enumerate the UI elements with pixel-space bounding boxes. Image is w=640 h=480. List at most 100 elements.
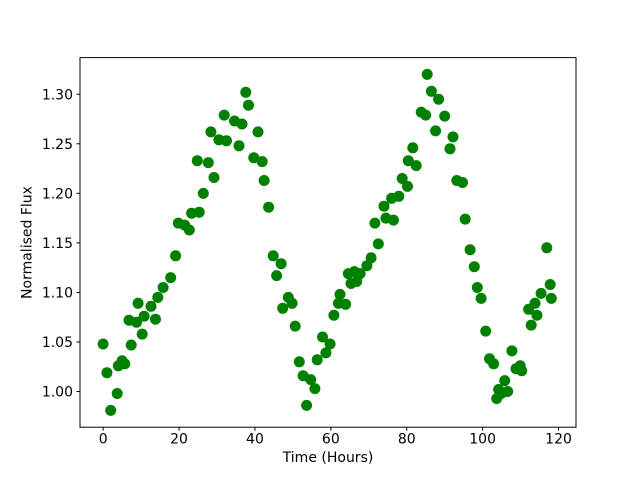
data-point xyxy=(320,347,332,359)
y-tick-label: 1.30 xyxy=(42,87,73,103)
data-point xyxy=(459,213,471,225)
data-point xyxy=(233,140,245,152)
data-point xyxy=(447,131,459,143)
data-point xyxy=(132,297,144,309)
data-point xyxy=(252,126,264,138)
data-point xyxy=(111,388,123,399)
data-point xyxy=(236,118,248,130)
data-point xyxy=(193,206,205,218)
data-point xyxy=(138,310,150,322)
data-point xyxy=(475,292,487,304)
data-point xyxy=(317,331,328,343)
data-point xyxy=(354,268,366,280)
y-tick-label: 1.05 xyxy=(42,335,73,351)
data-point xyxy=(267,250,279,262)
data-point xyxy=(165,272,177,284)
data-point xyxy=(150,313,161,325)
y-tick-label: 1.20 xyxy=(42,186,73,202)
data-point xyxy=(499,375,511,387)
data-point xyxy=(218,109,230,121)
data-point xyxy=(439,110,451,122)
data-point xyxy=(105,404,117,416)
data-point xyxy=(393,190,405,202)
data-point xyxy=(457,177,468,188)
data-point xyxy=(208,172,220,183)
data-point xyxy=(402,180,413,192)
data-point xyxy=(388,214,399,226)
data-point xyxy=(191,155,203,167)
data-point xyxy=(248,152,260,164)
data-point xyxy=(480,325,492,337)
data-point xyxy=(545,292,557,304)
data-point xyxy=(183,224,195,236)
axes-frame xyxy=(79,57,577,428)
data-point xyxy=(525,319,537,331)
y-tick-label: 1.00 xyxy=(42,385,73,401)
data-point xyxy=(197,187,209,199)
data-point xyxy=(205,126,217,138)
data-point xyxy=(340,298,352,310)
data-point xyxy=(378,200,390,212)
data-point xyxy=(407,142,419,154)
data-point xyxy=(324,338,336,350)
x-tick-label: 80 xyxy=(398,432,416,448)
data-point xyxy=(301,399,313,411)
data-point xyxy=(502,386,514,397)
data-point xyxy=(152,291,164,303)
data-point xyxy=(311,354,323,366)
data-point xyxy=(289,320,301,332)
data-point xyxy=(444,143,456,155)
data-point xyxy=(136,328,148,340)
data-point xyxy=(119,358,131,370)
data-point xyxy=(202,157,214,169)
data-point xyxy=(101,367,113,379)
x-tick-label: 100 xyxy=(469,432,496,448)
data-point xyxy=(410,160,422,172)
data-point xyxy=(464,244,476,256)
data-point xyxy=(396,173,408,184)
data-point xyxy=(97,338,109,350)
y-tick-label: 1.10 xyxy=(42,285,73,301)
y-axis-label: Normalised Flux xyxy=(19,186,36,299)
data-point xyxy=(433,93,445,105)
data-point xyxy=(309,383,321,395)
data-point xyxy=(420,109,432,121)
x-tick-label: 60 xyxy=(322,432,340,448)
data-point xyxy=(430,125,442,137)
data-point xyxy=(529,297,541,309)
data-point xyxy=(506,345,518,357)
data-point xyxy=(240,86,252,98)
data-point xyxy=(243,99,254,111)
data-point xyxy=(535,287,547,299)
data-point xyxy=(275,258,287,270)
data-point xyxy=(421,68,433,80)
data-point xyxy=(471,282,483,293)
data-point xyxy=(531,309,543,321)
data-point xyxy=(263,201,275,213)
data-point xyxy=(541,242,553,254)
data-point xyxy=(271,270,283,282)
data-point xyxy=(365,252,377,264)
data-point xyxy=(145,300,157,312)
x-tick-label: 40 xyxy=(246,432,264,448)
data-point xyxy=(334,288,346,300)
data-point xyxy=(293,356,305,368)
data-point xyxy=(277,302,289,314)
data-point xyxy=(372,238,384,250)
x-tick-label: 0 xyxy=(99,432,108,448)
data-point xyxy=(125,339,137,351)
x-tick-label: 20 xyxy=(170,432,188,448)
data-point xyxy=(305,374,317,386)
data-point xyxy=(425,85,437,97)
data-point xyxy=(488,358,500,370)
data-point xyxy=(369,217,381,229)
data-point xyxy=(544,279,556,290)
data-point xyxy=(170,250,182,262)
data-point xyxy=(258,175,270,186)
data-point xyxy=(328,309,340,321)
data-point xyxy=(221,135,232,147)
data-point xyxy=(157,282,169,293)
x-tick-label: 120 xyxy=(545,432,572,448)
data-point xyxy=(402,155,414,167)
